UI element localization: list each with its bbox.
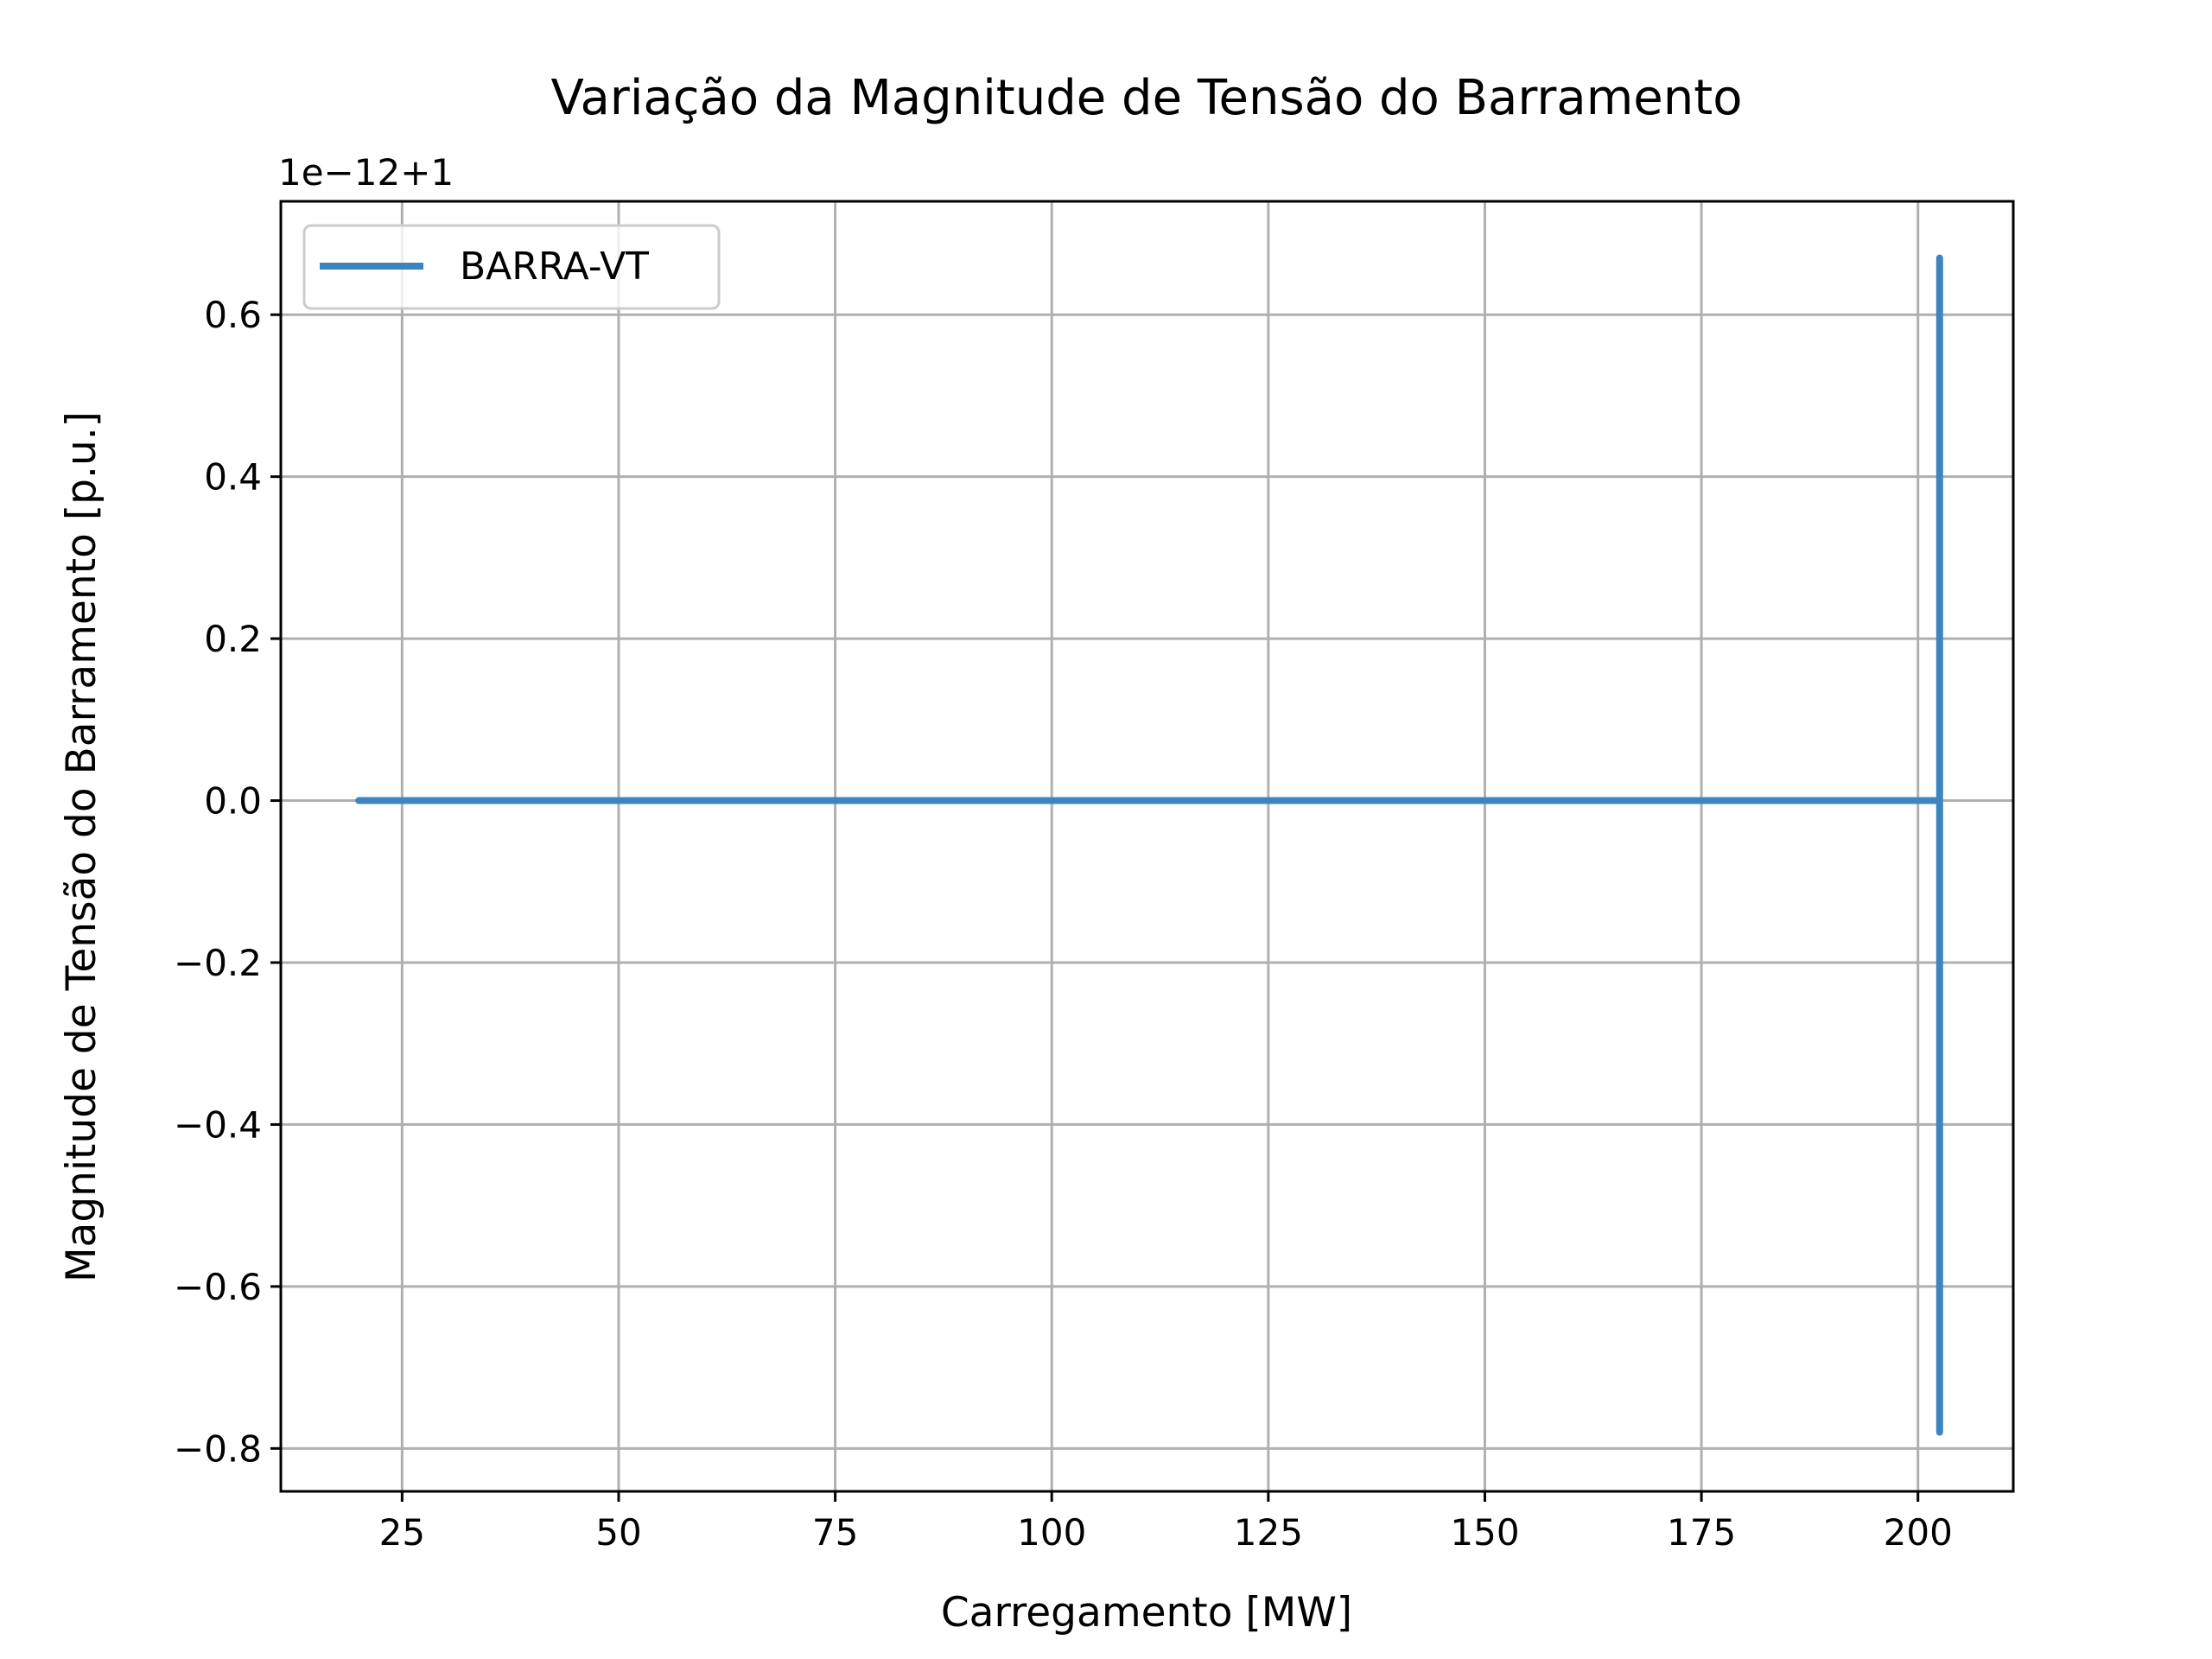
x-axis-label: Carregamento [MW] bbox=[941, 1589, 1352, 1637]
y-axis-offset-text: 1e−12+1 bbox=[278, 151, 454, 194]
legend-box bbox=[302, 224, 721, 310]
x-tick-label: 200 bbox=[1884, 1511, 1953, 1554]
y-tick-label: −0.4 bbox=[174, 1103, 262, 1146]
x-tick-label: 50 bbox=[595, 1511, 641, 1554]
plot-area-frame bbox=[279, 200, 2015, 1493]
y-tick-label: 0.2 bbox=[204, 618, 262, 660]
x-tick-label: 125 bbox=[1234, 1511, 1303, 1554]
x-tick-label: 100 bbox=[1017, 1511, 1086, 1554]
y-tick-label: 0.0 bbox=[204, 780, 262, 823]
y-tick-label: 0.4 bbox=[204, 456, 262, 499]
x-tick-label: 150 bbox=[1450, 1511, 1519, 1554]
x-tick-label: 25 bbox=[379, 1511, 425, 1554]
legend-label: BARRA-VT bbox=[460, 245, 649, 289]
grid-lines bbox=[281, 201, 2013, 1491]
y-tick-label: −0.2 bbox=[174, 942, 262, 984]
data-series-layer bbox=[355, 254, 1943, 1436]
series-line-barra-vt bbox=[355, 254, 1943, 1436]
y-axis-ticks: 0.6 0.4 0.2 0.0 −0.2 −0.4 −0.6 −0.8 bbox=[174, 294, 281, 1470]
legend: BARRA-VT bbox=[302, 224, 721, 310]
y-tick-label: −0.8 bbox=[174, 1427, 262, 1470]
y-axis-label: Magnitude de Tensão do Barramento [p.u.] bbox=[58, 411, 105, 1282]
x-tick-label: 175 bbox=[1667, 1511, 1736, 1554]
y-tick-label: −0.6 bbox=[174, 1266, 262, 1308]
chart-title: Variação da Magnitude de Tensão do Barra… bbox=[551, 70, 1743, 126]
y-tick-label: 0.6 bbox=[204, 294, 262, 336]
x-tick-label: 75 bbox=[812, 1511, 858, 1554]
x-axis-ticks: 25 50 75 100 125 150 175 200 bbox=[379, 1491, 1953, 1554]
